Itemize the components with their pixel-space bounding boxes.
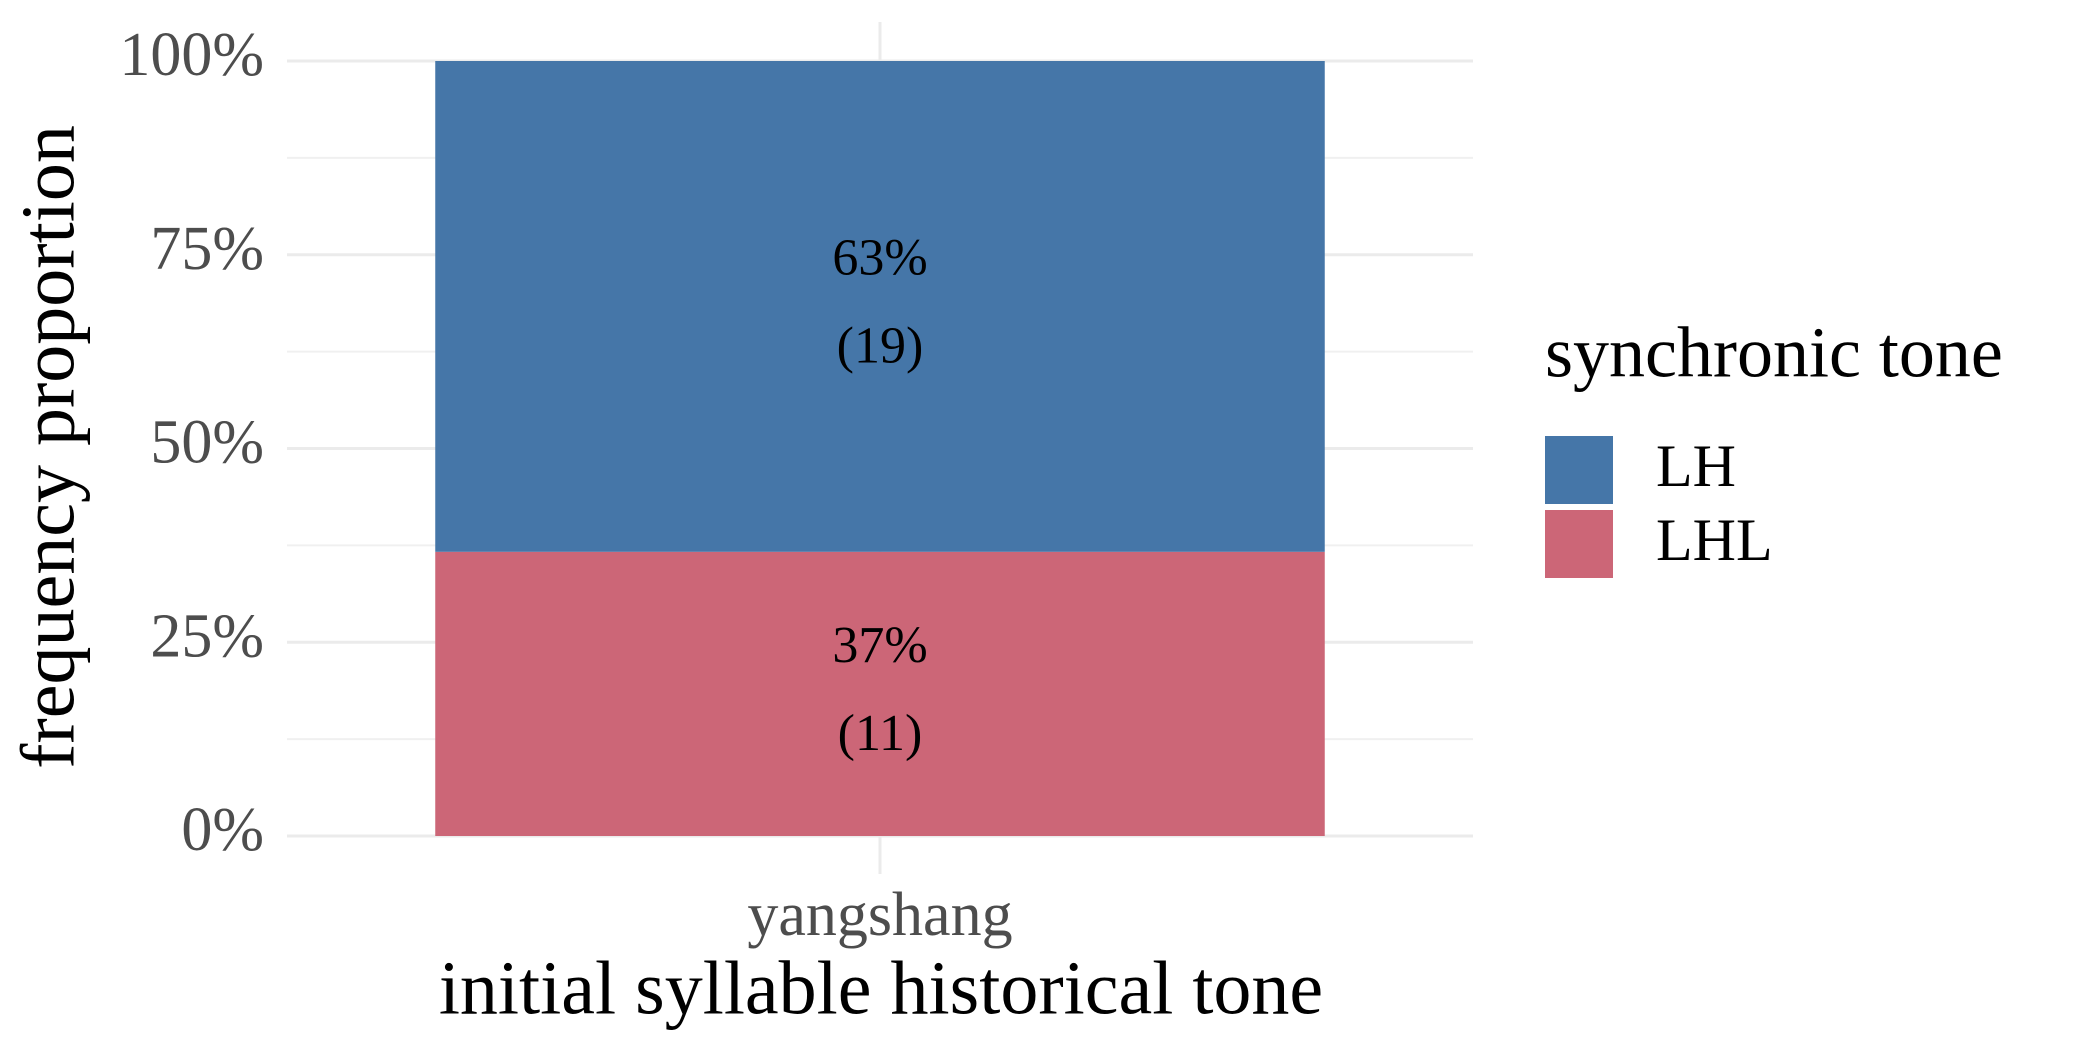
y-tick-label: 75% <box>150 215 264 283</box>
y-tick-label: 100% <box>119 21 264 89</box>
legend-label: LH <box>1656 433 1736 499</box>
count-label: (19) <box>837 317 924 374</box>
y-axis-title: frequency proportion <box>6 125 90 769</box>
y-tick-label: 50% <box>150 409 264 477</box>
value-label: 37% <box>832 617 927 674</box>
y-tick-label: 25% <box>150 602 264 670</box>
bar-segment <box>435 61 1325 552</box>
x-axis-title: initial syllable historical tone <box>439 946 1323 1030</box>
value-label: 63% <box>832 229 927 286</box>
bar-segment <box>435 551 1325 836</box>
legend-key <box>1545 510 1613 578</box>
legend-title: synchronic tone <box>1545 313 2003 393</box>
legend-key <box>1545 436 1613 504</box>
count-label: (11) <box>838 705 923 762</box>
legend-label: LHL <box>1656 507 1773 573</box>
y-tick-label: 0% <box>181 796 264 864</box>
x-tick-label: yangshang <box>747 881 1012 949</box>
